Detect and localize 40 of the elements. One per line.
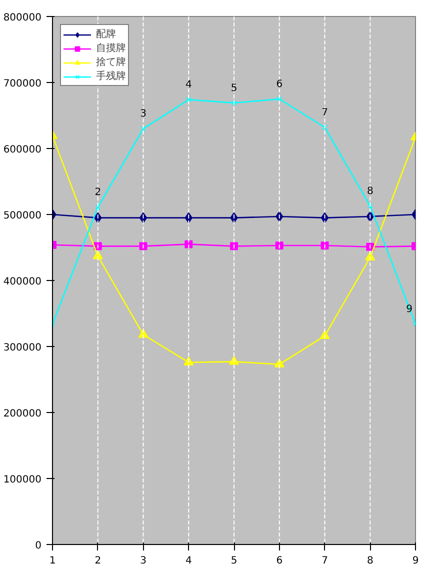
annotation: 3 bbox=[140, 108, 146, 120]
legend-label: 配牌 bbox=[96, 28, 116, 41]
point bbox=[320, 242, 329, 250]
point bbox=[368, 203, 373, 209]
y-tick-label: 800000 bbox=[3, 12, 42, 24]
point bbox=[140, 126, 146, 132]
x-tick-label: 6 bbox=[276, 556, 283, 566]
annotation: 7 bbox=[322, 107, 328, 118]
x-tick-label: 1 bbox=[49, 556, 56, 566]
y-tick-label: 400000 bbox=[3, 276, 42, 288]
point bbox=[322, 124, 328, 130]
annotation: 4 bbox=[185, 80, 192, 91]
annotation: 6 bbox=[276, 79, 283, 90]
point bbox=[231, 100, 237, 106]
y-tick-label: 700000 bbox=[3, 78, 42, 90]
annotation: 8 bbox=[366, 186, 374, 197]
point bbox=[275, 242, 284, 250]
y-tick-label: 500000 bbox=[3, 210, 42, 222]
y-tick-label: 600000 bbox=[3, 144, 42, 156]
y-tick-label: 200000 bbox=[3, 408, 42, 420]
legend-label: 自摸牌 bbox=[96, 42, 126, 55]
point bbox=[95, 204, 100, 210]
point bbox=[276, 96, 282, 102]
y-tick-label: 300000 bbox=[3, 342, 42, 354]
x-tick-label: 4 bbox=[185, 556, 192, 566]
annotation: 5 bbox=[230, 82, 238, 94]
point bbox=[230, 242, 238, 250]
x-tick-label: 3 bbox=[140, 556, 146, 566]
annotation: 2 bbox=[94, 187, 102, 198]
x-tick-label: 5 bbox=[230, 556, 238, 566]
x-tick-label: 8 bbox=[366, 556, 374, 566]
legend-label: 手残牌 bbox=[96, 70, 126, 83]
y-tick-label: 100000 bbox=[3, 474, 42, 486]
point bbox=[139, 242, 148, 250]
point bbox=[186, 97, 192, 102]
x-tick-label: 9 bbox=[412, 556, 419, 566]
x-tick-label: 2 bbox=[94, 556, 102, 566]
y-tick-label: 0 bbox=[35, 540, 42, 552]
legend-label: 捨て牌 bbox=[96, 56, 126, 69]
x-tick-label: 7 bbox=[322, 556, 328, 566]
